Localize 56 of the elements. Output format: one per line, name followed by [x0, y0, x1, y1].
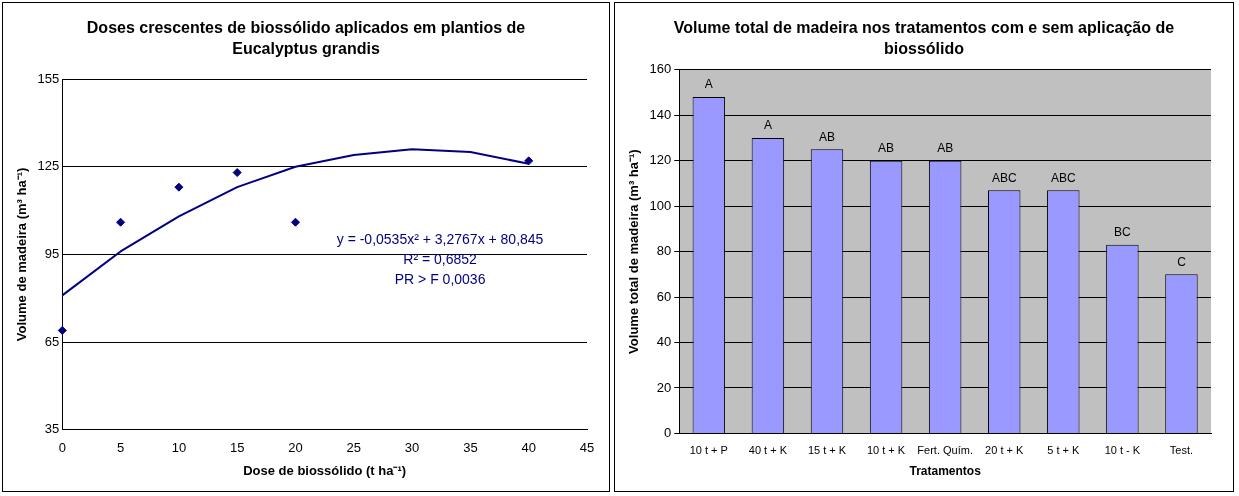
y-tick-label: 100: [649, 197, 672, 213]
data-label: A: [704, 77, 713, 92]
x-tick-label: Test.: [1169, 444, 1194, 457]
y-tick-label: 80: [656, 243, 672, 259]
data-label: A: [763, 118, 772, 133]
point: [57, 325, 67, 335]
y-tick-label: 125: [37, 158, 60, 174]
y-tick-label: 95: [44, 245, 60, 261]
x-tick-label: 5: [116, 440, 125, 456]
annotation: y = -0,0535x² + 3,2767x + 80,845: [336, 230, 544, 247]
data-label: ABC: [1050, 170, 1076, 185]
data-label: ABC: [991, 170, 1017, 185]
data-label: AB: [878, 141, 895, 156]
x-tick-label: 5 t + K: [1047, 444, 1081, 457]
data-label: AB: [937, 141, 954, 156]
x-axis-title: Tratamentos: [909, 464, 982, 479]
point: [524, 156, 534, 166]
y-tick-label: 140: [649, 106, 672, 122]
y-axis-title: Volume de madeira (m³ ha⁻¹): [14, 167, 30, 342]
annotation: R² = 0,6852: [403, 250, 478, 267]
y-tick-label: 40: [656, 334, 672, 350]
x-axis-title: Dose de biossólido (t ha⁻¹): [243, 462, 407, 478]
y-tick-label: 60: [656, 288, 672, 304]
y-axis-title: Volume total de madeira (m³ ha⁻¹): [626, 149, 642, 354]
point: [232, 168, 242, 178]
x-tick-label: 10 t + K: [866, 444, 906, 457]
chart-title: Doses crescentes de biossólido aplicados em plantios de Eucalyptus grandis: [85, 18, 527, 59]
point: [290, 217, 300, 227]
annotation: PR > F 0,0036: [394, 270, 486, 287]
x-tick-label: 15 t + K: [807, 444, 847, 457]
x-tick-label: 30: [404, 440, 420, 456]
data-label: C: [1177, 254, 1187, 269]
x-tick-label: 20 t + K: [985, 444, 1024, 457]
x-tick-label: 35: [463, 440, 478, 456]
x-tick-label: 45: [579, 440, 595, 456]
data-label: AB: [818, 129, 835, 144]
x-tick-label: 10 t + P: [689, 444, 728, 457]
y-tick-label: 0: [664, 424, 672, 440]
y-tick-label: 120: [649, 152, 672, 168]
point: [174, 182, 184, 192]
x-tick-label: 15: [229, 440, 245, 456]
x-tick-label: 20: [288, 440, 303, 456]
y-tick-label: 35: [44, 421, 60, 437]
point: [116, 217, 126, 227]
y-tick-label: 65: [44, 333, 60, 349]
data-label: BC: [1114, 225, 1132, 240]
chart-title: Volume total de madeira nos tratamentos com e sem aplicação de biossólido: [672, 18, 1176, 59]
y-tick-label: 20: [656, 379, 672, 395]
x-tick-label: 10: [171, 440, 187, 456]
x-tick-label: 25: [346, 440, 362, 456]
y-tick-label: 160: [649, 61, 672, 77]
y-tick-label: 155: [37, 70, 60, 86]
x-tick-label: Fert. Quím.: [917, 444, 973, 457]
x-tick-label: 40 t + K: [748, 444, 788, 457]
x-tick-label: 40: [521, 440, 536, 456]
x-tick-label: 10 t - K: [1104, 444, 1141, 457]
